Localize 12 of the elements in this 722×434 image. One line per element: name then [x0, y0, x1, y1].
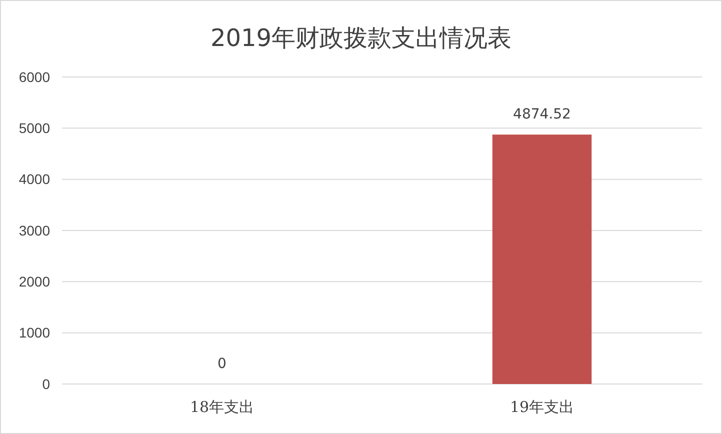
data-label: 4874.52 — [513, 106, 571, 123]
y-tick-label: 2000 — [18, 274, 50, 290]
chart-title: 2019年财政拨款支出情况表 — [210, 24, 512, 52]
y-tick-label: 4000 — [18, 171, 50, 188]
y-tick-label: 5000 — [18, 120, 50, 136]
y-tick-label: 3000 — [18, 222, 50, 238]
y-tick-label: 0 — [42, 376, 50, 392]
y-tick-label: 6000 — [18, 68, 50, 85]
y-tick-label: 1000 — [18, 324, 50, 341]
x-tick-label: 18年支出 — [190, 398, 254, 416]
x-tick-label: 19年支出 — [510, 398, 574, 416]
data-label: 0 — [218, 356, 226, 372]
